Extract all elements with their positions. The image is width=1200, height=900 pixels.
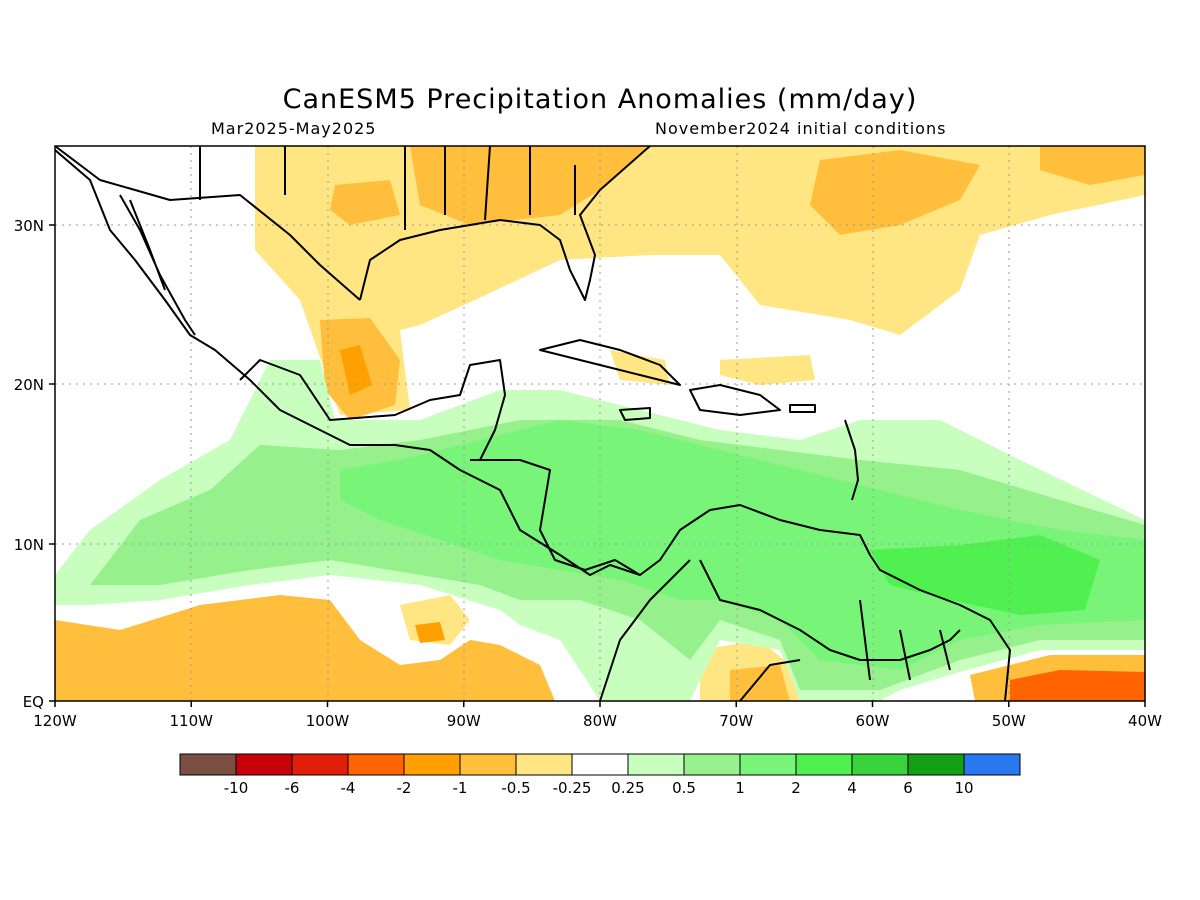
lon-axis: 120W 110W 100W 90W 80W 70W 60W 50W 40W [33, 701, 1162, 730]
graticule [55, 146, 1145, 701]
coast-baja [119, 194, 196, 336]
dry-field-central-atlantic [810, 150, 980, 235]
colorbar-label: 0.5 [672, 779, 696, 797]
lon-label: 80W [583, 712, 617, 730]
colorbar-label: 6 [903, 779, 913, 797]
colorbar-label: -0.5 [501, 779, 530, 797]
colorbar-swatch [179, 753, 237, 776]
lon-label: 40W [1128, 712, 1162, 730]
coast-gulf [239, 359, 506, 461]
wet-field-atlantic-core [870, 535, 1100, 615]
dry-field-cuba [610, 350, 670, 385]
colorbar-swatch [347, 753, 405, 776]
season-label: Mar2025-May2025 [211, 119, 377, 138]
colorbar [179, 753, 1021, 776]
colorbar-swatch [963, 753, 1021, 776]
init-conditions-label: November2024 initial conditions [655, 119, 947, 138]
wet-field-pacific-spot [170, 515, 240, 560]
lon-label: 90W [447, 712, 481, 730]
lon-label: 50W [992, 712, 1026, 730]
dry-field-east-caribbean [720, 355, 815, 385]
colorbar-swatch [403, 753, 461, 776]
colorbar-label: -4 [341, 779, 356, 797]
colorbar-swatch [515, 753, 573, 776]
coast-mexico-pacific [55, 149, 641, 576]
colorbar-swatch [571, 753, 629, 776]
lon-label: 120W [33, 712, 77, 730]
coast-south-america-borders [599, 559, 951, 701]
lon-label: 60W [856, 712, 890, 730]
coast-jamaica [619, 407, 651, 421]
colorbar-label: -1 [453, 779, 468, 797]
lat-label: EQ [23, 693, 44, 711]
coast-texas [359, 146, 651, 301]
lat-label: 10N [14, 536, 44, 554]
colorbar-swatch [235, 753, 293, 776]
lat-label: 20N [14, 376, 44, 394]
colorbar-swatch [683, 753, 741, 776]
dry-field-ne-brazil-core [1010, 670, 1145, 701]
coast-cuba [539, 339, 681, 386]
map-title: CanESM5 Precipitation Anomalies (mm/day) [282, 84, 918, 115]
colorbar-label: 4 [847, 779, 857, 797]
dry-field-pacific [55, 595, 555, 701]
coast-hispaniola [689, 384, 781, 416]
dry-field-gulf-peak [340, 345, 372, 395]
coast-puerto-rico [789, 404, 816, 413]
colorbar-swatch [907, 753, 965, 776]
wet-field-itcz-strong [340, 420, 1145, 670]
coast-central-america [470, 459, 1011, 701]
dry-field-ne-atlantic [1040, 146, 1145, 185]
dry-field-pacific-spot [415, 622, 445, 643]
coastlines [55, 146, 1011, 701]
colorbar-swatch [851, 753, 909, 776]
colorbar-label: 1 [735, 779, 745, 797]
lat-axis: 30N 20N 10N EQ [14, 217, 55, 711]
colorbar-label: 2 [791, 779, 801, 797]
colorbar-label: -2 [397, 779, 412, 797]
coast-venezuela-interior [699, 559, 961, 661]
colorbar-swatch [795, 753, 853, 776]
colorbar-swatch [291, 753, 349, 776]
lon-label: 100W [306, 712, 350, 730]
lon-label: 70W [719, 712, 753, 730]
colorbar-swatch [739, 753, 797, 776]
colorbar-label: -10 [224, 779, 249, 797]
coast-lesser-antilles [844, 419, 859, 501]
colorbar-label: 0.25 [611, 779, 644, 797]
coast-us-mexico-border [55, 146, 576, 301]
lat-label: 30N [14, 217, 44, 235]
colorbar-labels: -10 -6 -4 -2 -1 -0.5 -0.25 0.25 0.5 1 2 4 6 10 [224, 779, 974, 797]
dry-field-sw-amazon [730, 665, 790, 701]
dry-field-north-mexico [330, 180, 400, 225]
anomaly-fields [55, 146, 1145, 701]
colorbar-label: 10 [954, 779, 973, 797]
colorbar-label: -0.25 [553, 779, 592, 797]
lon-label: 110W [170, 712, 214, 730]
colorbar-swatch [627, 753, 685, 776]
colorbar-label: -6 [285, 779, 300, 797]
colorbar-swatch [459, 753, 517, 776]
